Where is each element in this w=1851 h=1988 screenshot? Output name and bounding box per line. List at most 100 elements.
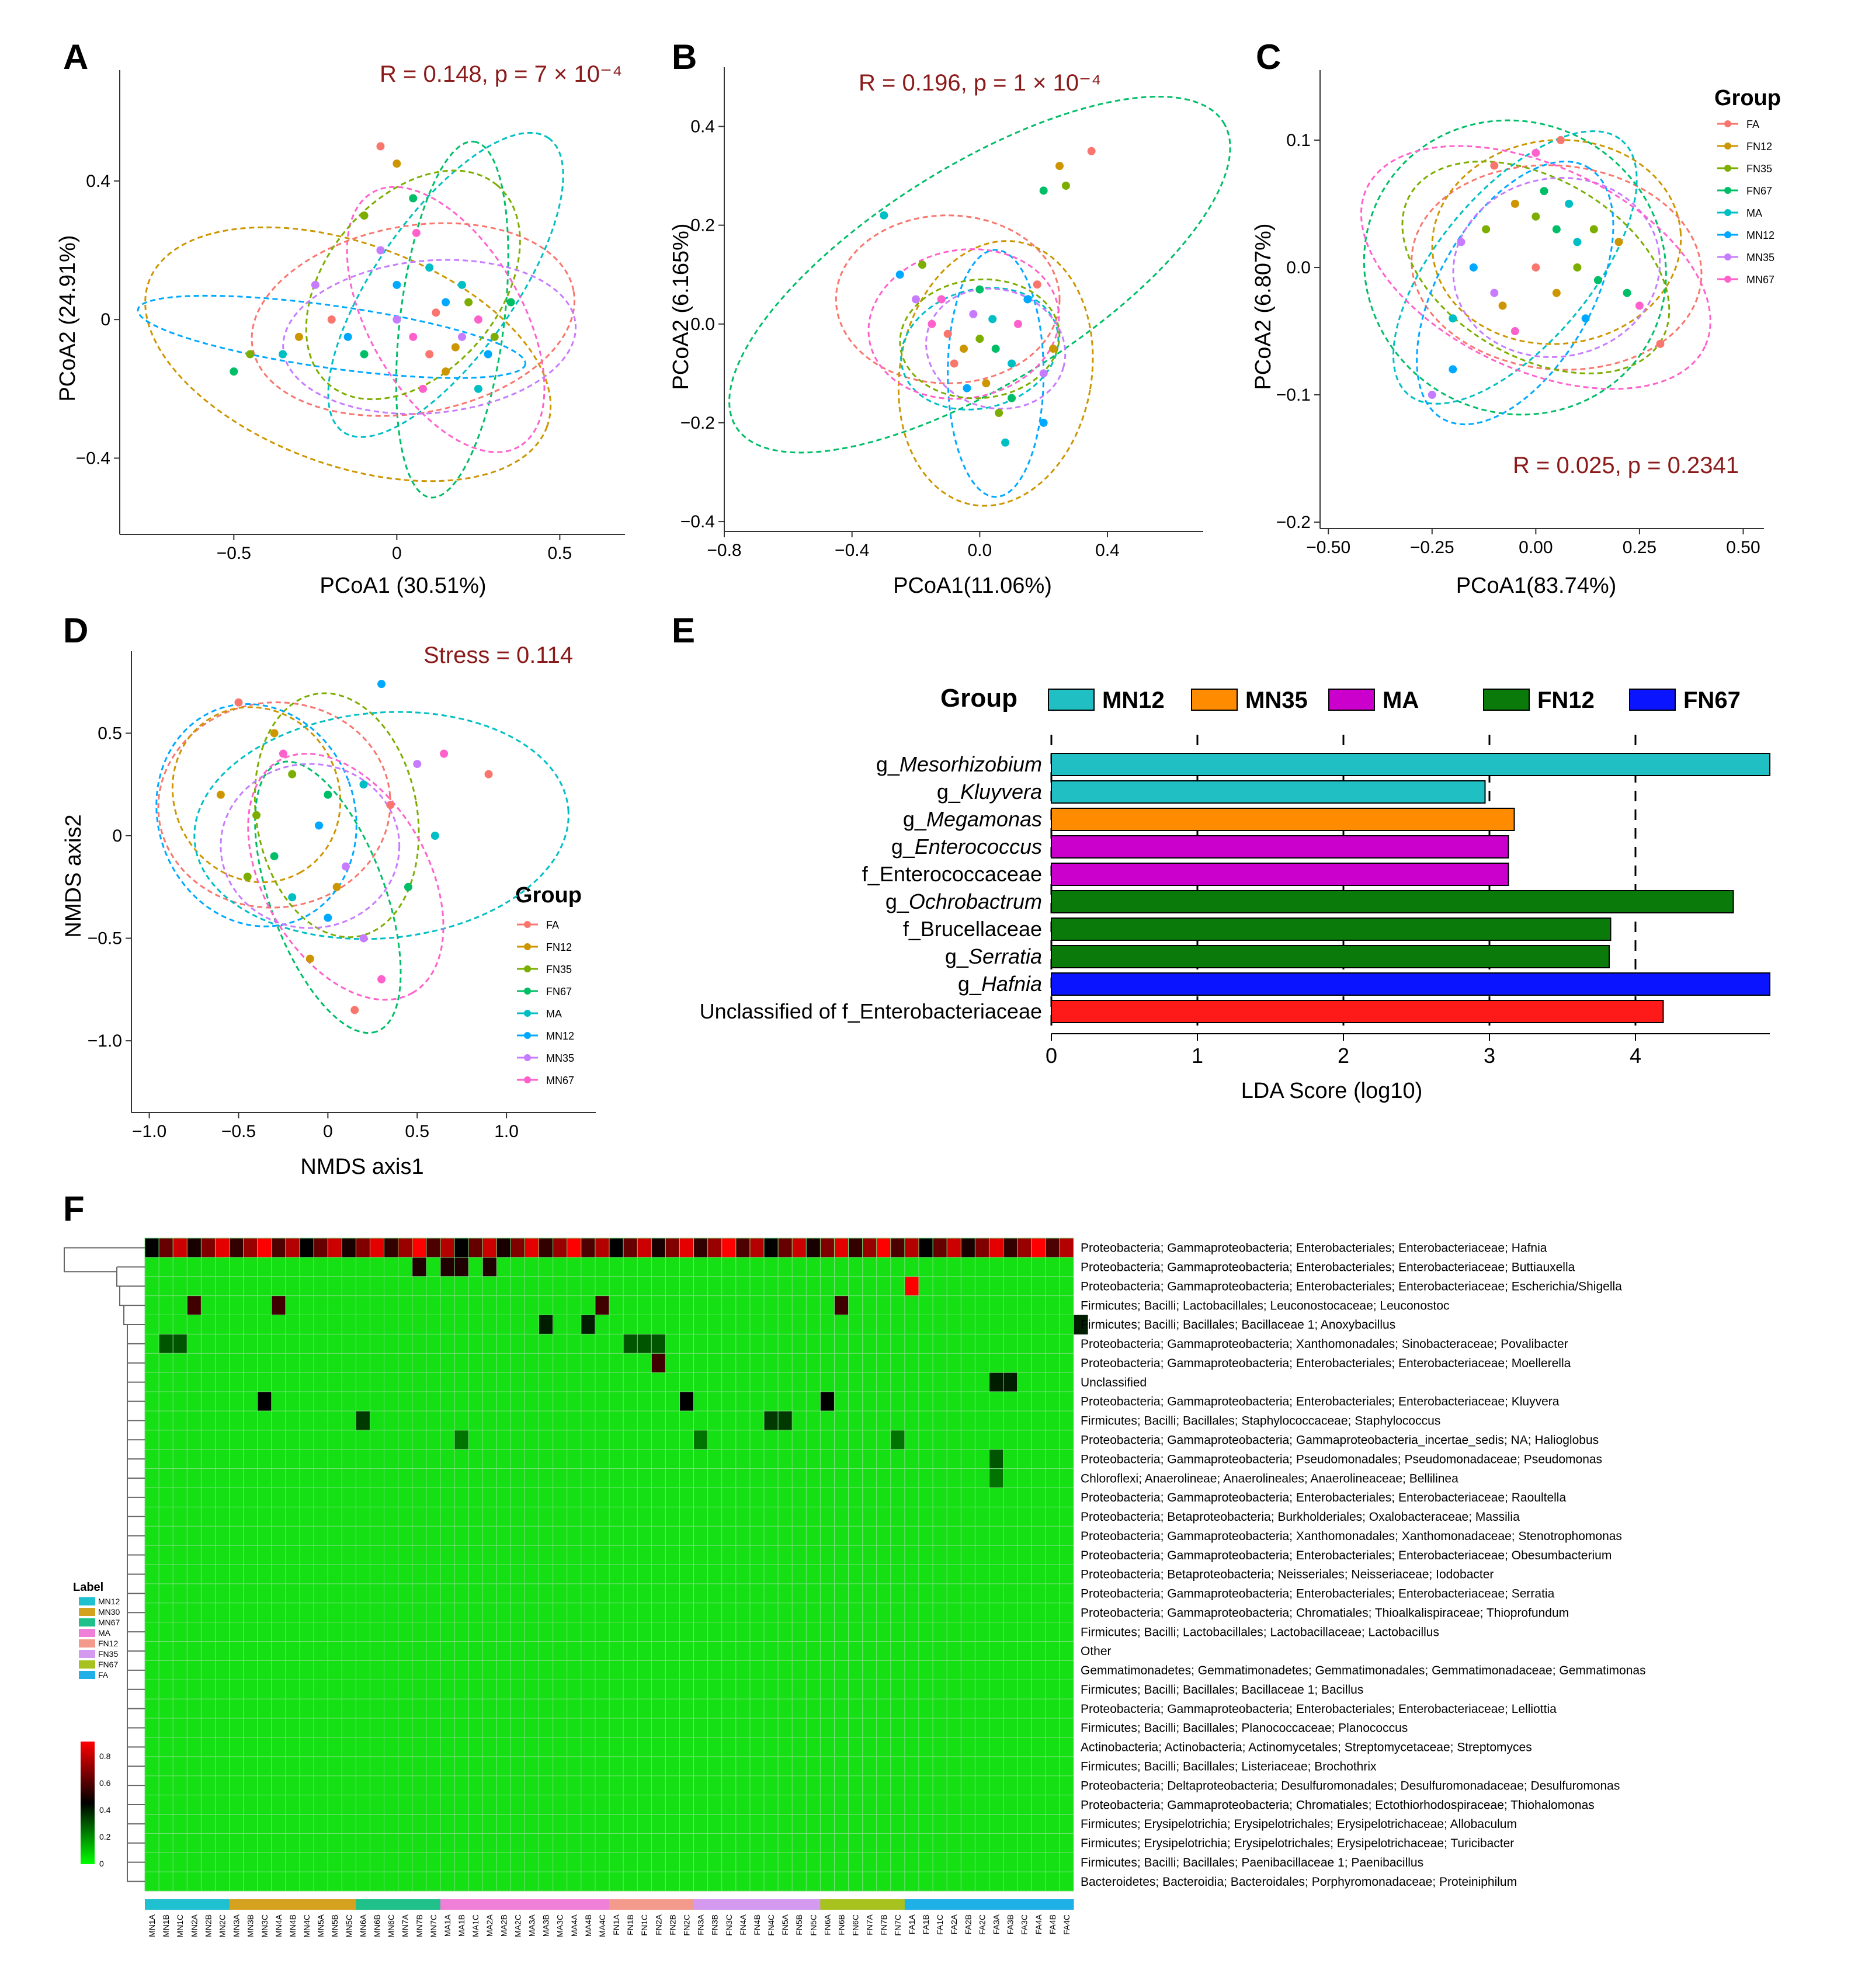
panel-b-point [1039, 418, 1048, 427]
panel-f-heatmap-cell [651, 1353, 666, 1373]
panel-f-column-label: MN4A [274, 1914, 283, 1937]
panel-d-point [404, 882, 412, 891]
panel-c-ellipse-fa [1411, 164, 1703, 371]
panel-e-bar [1051, 917, 1612, 941]
panel-c-point [1531, 263, 1540, 272]
panel-f-column-label: MN2C [218, 1914, 227, 1938]
panel-e-x-tick-label: 2 [1338, 1044, 1349, 1068]
panel-f-column-annotation [370, 1899, 385, 1910]
panel-f-heatmap-cell [342, 1238, 356, 1258]
panel-b-point [895, 270, 904, 279]
panel-a-point [442, 367, 450, 376]
panel-f-column-annotation [792, 1899, 807, 1910]
panel-f-heatmap-cell [721, 1238, 737, 1258]
panel-f-column-label: MN1C [175, 1914, 185, 1938]
panel-c-point [1490, 289, 1499, 297]
panel-d-ellipse-fn67 [254, 760, 402, 1034]
panel-f-heatmap-cell [778, 1410, 793, 1431]
panel-f-heatmap-cell [1003, 1372, 1018, 1392]
panel-f-column-annotation [243, 1899, 258, 1910]
panel-d-legend-label: MN67 [546, 1075, 574, 1086]
panel-b-point [1001, 438, 1010, 447]
panel-c-legend-label: FN67 [1746, 185, 1772, 197]
panel-f-label-legend-label: MN30 [98, 1607, 120, 1617]
panel-c-legend-marker [1724, 209, 1731, 216]
panel-f-column-annotation [806, 1899, 821, 1910]
panel-c-xlabel: PCoA1(83.74%) [1456, 574, 1617, 598]
panel-f-column-label: FN3A [696, 1914, 706, 1935]
panel-b-point [1087, 147, 1096, 155]
panel-a-ellipse-mn67 [346, 186, 546, 453]
panel-e-plot: Group MN12 MN35 MA FN12 FN67 g_Mesorhizobium g_… [700, 684, 1770, 1103]
panel-f-column-label: FN7A [865, 1914, 874, 1935]
panel-a-point [327, 315, 336, 324]
panel-f-column-label: FA1A [907, 1914, 916, 1934]
panel-c-plot: −0.50 −0.25 0.00 0.25 0.50 0.1 0.0 −0.1 −0.2 [1276, 70, 1764, 557]
panel-f-label-legend-title: Label [73, 1581, 103, 1594]
panel-f-heatmap-cell [426, 1238, 441, 1258]
panel-d-ylabel: NMDS axis2 [61, 814, 86, 937]
panel-a-point [376, 246, 385, 255]
panel-d-ellipse-fn35 [253, 692, 420, 939]
panel-b-ylabel: PCoA2 (6.165%) [669, 223, 693, 390]
panel-f-dendrogram-branch [127, 1324, 145, 1882]
panel-d-point [243, 873, 252, 881]
panel-c-x-tick-label: 0.50 [1726, 538, 1760, 557]
panel-f-column-label: MN1A [147, 1914, 157, 1937]
panel-d-point [270, 852, 279, 861]
panel-f-column-label: FN4A [738, 1914, 748, 1935]
panel-d-point [359, 780, 368, 789]
panel-d-point [252, 811, 261, 819]
panel-e-legend-swatch [1328, 689, 1375, 711]
panel-f-heatmap-cell [314, 1238, 328, 1258]
panel-f-label-legend-swatch [79, 1650, 95, 1658]
panel-f-column-annotation [201, 1899, 216, 1910]
panel-f-row-label: Firmicutes; Bacilli; Lactobacillales; La… [1081, 1625, 1439, 1639]
panel-f-column-label: FN6A [822, 1914, 832, 1935]
panel-f-row-label: Proteobacteria; Gammaproteobacteria; Ent… [1081, 1587, 1555, 1601]
panel-f-column-label: MA3B [541, 1914, 551, 1937]
panel-c-legend-marker [1724, 120, 1731, 127]
panel-f-column-annotation [215, 1899, 230, 1910]
panel-c-point [1531, 212, 1540, 221]
panel-f-heatmap-cell [328, 1238, 342, 1258]
panel-f-color-scale-label: 0.4 [99, 1805, 111, 1815]
panel-d-point [305, 954, 314, 963]
panel-f-column-annotation [820, 1899, 835, 1910]
panel-f-row-label: Actinobacteria; Actinobacteria; Actinomy… [1081, 1741, 1532, 1754]
panel-f-label-legend-swatch [79, 1629, 95, 1637]
panel-f-row-label: Firmicutes; Bacilli; Bacillales; Planoco… [1081, 1722, 1408, 1735]
panel-f-heatmap-cell [468, 1238, 483, 1258]
panel-f-column-label: FA1C [935, 1914, 944, 1935]
panel-f-heatmap-cell [370, 1238, 385, 1258]
panel-e-legend-label: MA [1383, 687, 1419, 713]
panel-f-heatmap-cell [707, 1238, 723, 1258]
panel-f-row-label: Proteobacteria; Gammaproteobacteria; Ent… [1081, 1261, 1575, 1274]
panel-e-bar [1051, 753, 1770, 776]
panel-c-ellipse-ma [1392, 130, 1638, 405]
panel-f-column-label: MA3A [527, 1914, 537, 1937]
panel-f-heatmap-cell [187, 1295, 202, 1316]
panel-f-column-label: MN5C [344, 1914, 353, 1938]
panel-c-legend-label: FN12 [1746, 141, 1772, 152]
panel-c-x-tick-label: −0.50 [1306, 538, 1350, 557]
panel-c-point [1449, 314, 1457, 323]
panel-f-heatmap-cell [749, 1238, 765, 1258]
panel-f-heatmap-cell [398, 1238, 413, 1258]
panel-f-row-label: Proteobacteria; Gammaproteobacteria; Ent… [1081, 1549, 1612, 1562]
panel-b-point [975, 285, 984, 294]
panel-f-column-label: MN4C [302, 1914, 311, 1938]
panel-f-heatmap-cell [454, 1238, 469, 1258]
panel-f-column-annotation [609, 1899, 624, 1910]
panel-e-bar [1051, 890, 1734, 913]
panel-f-heatmap-cell [567, 1238, 582, 1258]
panel-f-heatmap-cell [735, 1238, 751, 1258]
panel-f-heatmap-cell [356, 1410, 370, 1431]
panel-f-heatmap-cell [1031, 1238, 1046, 1258]
panel-f-column-label: MN4B [288, 1914, 297, 1937]
panel-f-column-annotation [764, 1899, 779, 1910]
panel-f-column-label: FA2B [963, 1914, 973, 1934]
panel-a-x-tick-label: 0.5 [548, 544, 572, 563]
panel-e-category-label: f_Brucellaceae [903, 917, 1042, 941]
panel-f-column-annotation [398, 1899, 413, 1910]
